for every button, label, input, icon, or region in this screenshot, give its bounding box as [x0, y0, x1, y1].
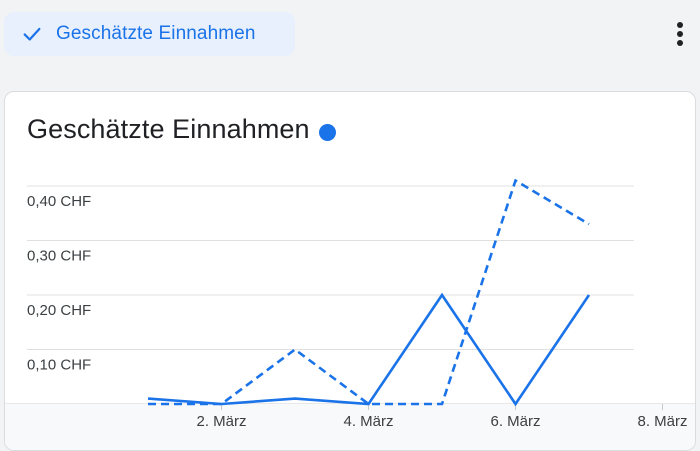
- card-title: Geschätzte Einnahmen: [27, 114, 310, 144]
- filter-chip-label: Geschätzte Einnahmen: [56, 23, 256, 44]
- x-tick-label: 6. März: [490, 413, 540, 430]
- y-tick-label: 0,40 CHF: [27, 193, 91, 210]
- series-line-dashed: [148, 178, 590, 406]
- x-tick-label: 8. März: [637, 413, 687, 430]
- legend-dot: [319, 124, 336, 141]
- series-line-solid: [147, 292, 591, 407]
- estimated-revenue-filter-chip[interactable]: Geschätzte Einnahmen: [4, 12, 295, 56]
- y-tick-label: 0,10 CHF: [27, 357, 91, 374]
- check-icon: [20, 22, 44, 46]
- more-vert-icon[interactable]: [668, 18, 692, 50]
- x-tick-label: 2. März: [196, 413, 246, 430]
- revenue-line-chart: 0,10 CHF 0,20 CHF 0,30 CHF 0,40 CHF 2. März 4…: [5, 178, 695, 450]
- x-tick-label: 4. März: [343, 413, 393, 430]
- y-tick-label: 0,30 CHF: [27, 248, 91, 265]
- revenue-chart-card: Geschätzte Einnahmen 0,10 CHF 0,20 CHF 0,3…: [4, 91, 696, 451]
- y-tick-label: 0,20 CHF: [27, 302, 91, 319]
